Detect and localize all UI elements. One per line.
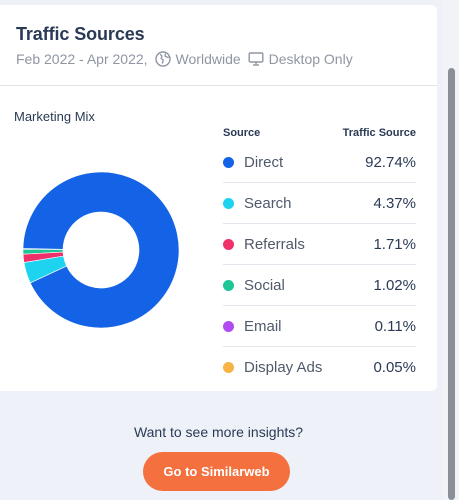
- globe-icon: [154, 51, 171, 67]
- legend-name: Email: [244, 317, 282, 335]
- device-label: Desktop Only: [268, 51, 353, 67]
- card-subtitle: Feb 2022 - Apr 2022, Worldwide Desktop O…: [16, 51, 353, 67]
- source-column-header: Source: [223, 127, 261, 139]
- monitor-icon: [248, 51, 264, 67]
- direct-dot: [223, 156, 234, 168]
- legend-row-referrals: Referrals 1.71%: [223, 224, 416, 265]
- legend-value: 0.05%: [373, 359, 416, 376]
- legend-value: 0.11%: [374, 317, 416, 335]
- legend-row-email: Email 0.11%: [223, 306, 416, 347]
- marketing-mix-label: Marketing Mix: [14, 109, 95, 124]
- legend-name: Referrals: [244, 235, 305, 253]
- search-dot: [223, 197, 234, 209]
- go-to-similarweb-button[interactable]: Go to Similarweb: [143, 452, 290, 491]
- scrollbar-thumb[interactable]: [448, 68, 455, 500]
- donut-slice-direct: [22, 171, 180, 329]
- insights-prompt: Want to see more insights?: [133, 424, 304, 440]
- legend-name: Display Ads: [244, 359, 323, 376]
- donut-chart: [22, 171, 180, 329]
- legend-value: 4.37%: [373, 194, 416, 212]
- legend-list: Direct 92.74% Search 4.37% Referrals 1.7…: [223, 142, 416, 388]
- social-dot: [223, 279, 234, 291]
- legend-value: 92.74%: [365, 153, 416, 171]
- legend-name: Social: [244, 276, 285, 294]
- legend-row-display-ads: Display Ads 0.05%: [223, 347, 416, 388]
- legend-name: Search: [244, 194, 292, 212]
- card-header: Traffic Sources Feb 2022 - Apr 2022, Wor…: [0, 5, 437, 86]
- card-title: Traffic Sources: [16, 24, 145, 44]
- date-range: Feb 2022 - Apr 2022,: [16, 51, 148, 67]
- legend-name: Direct: [244, 153, 284, 171]
- traffic-sources-card: Traffic Sources Feb 2022 - Apr 2022, Wor…: [0, 5, 437, 391]
- legend-row-social: Social 1.02%: [223, 265, 416, 306]
- email-dot: [223, 320, 234, 332]
- legend-value: 1.02%: [373, 276, 416, 294]
- legend-row-direct: Direct 92.74%: [223, 142, 416, 183]
- display-ads-dot: [223, 362, 234, 373]
- referrals-dot: [223, 238, 234, 250]
- traffic-column-header: Traffic Source: [342, 127, 416, 139]
- legend-value: 1.71%: [373, 235, 416, 253]
- legend-row-search: Search 4.37%: [223, 183, 416, 224]
- region-label: Worldwide: [175, 51, 241, 67]
